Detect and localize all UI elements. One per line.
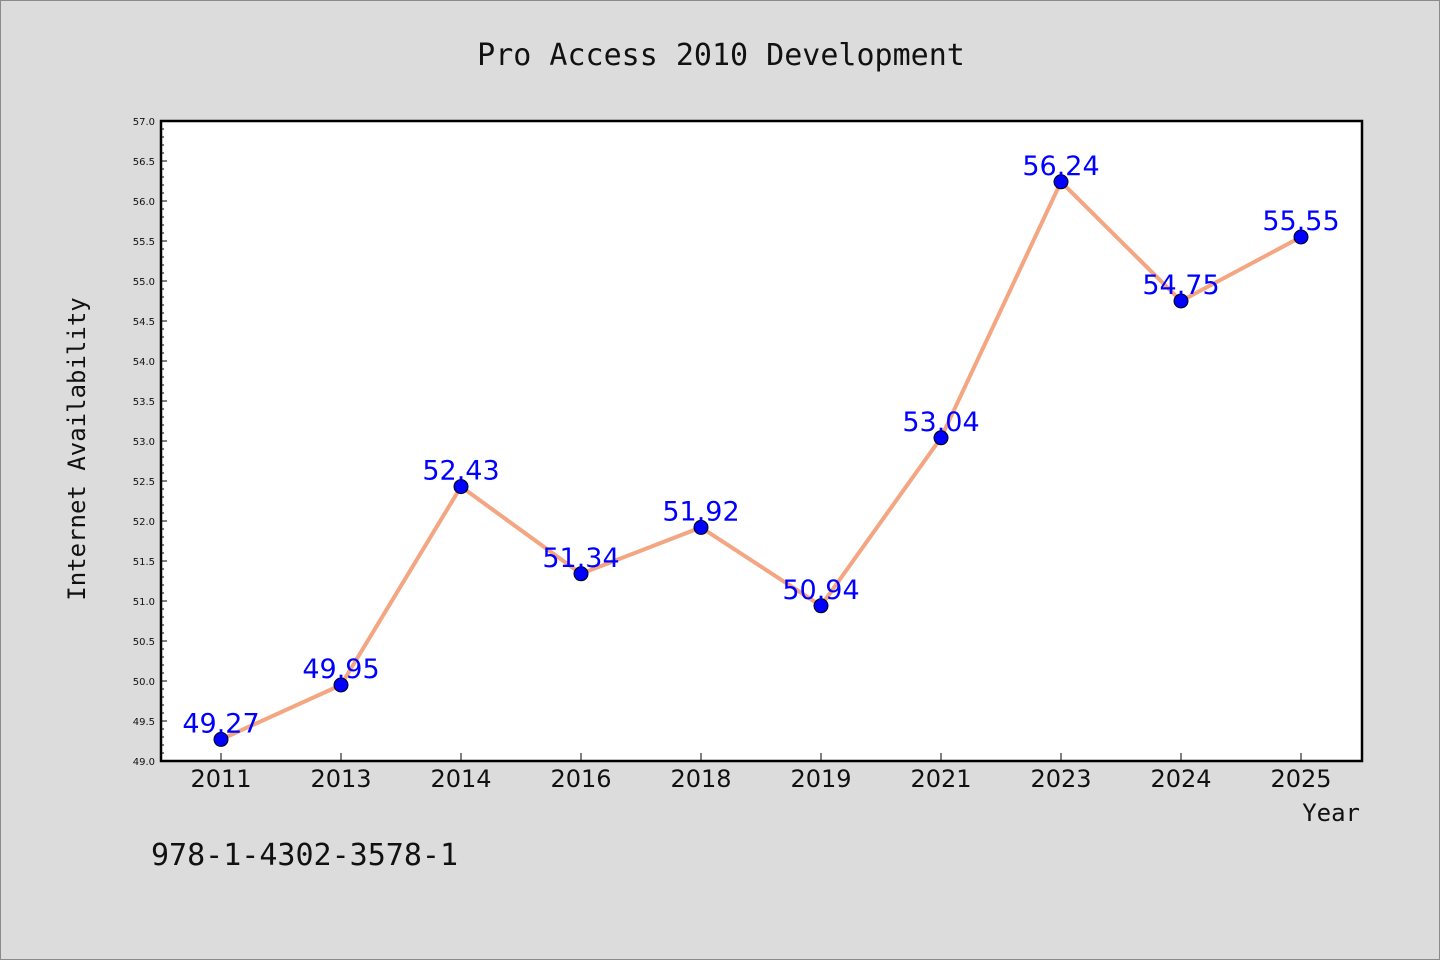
x-axis-label: Year bbox=[1302, 799, 1360, 827]
data-label: 49.27 bbox=[182, 708, 259, 739]
data-point bbox=[453, 479, 469, 495]
y-tick-label: 55.0 bbox=[133, 277, 155, 288]
x-tick-label: 2018 bbox=[670, 765, 731, 793]
y-tick-label: 57.0 bbox=[133, 117, 155, 128]
x-tick-label: 2013 bbox=[310, 765, 371, 793]
y-tick-label: 50.5 bbox=[133, 637, 155, 648]
x-tick-label: 2016 bbox=[550, 765, 611, 793]
data-point bbox=[693, 519, 709, 535]
y-tick-label: 51.5 bbox=[133, 557, 155, 568]
series-line bbox=[220, 179, 1302, 742]
y-tick-label: 49.5 bbox=[133, 717, 155, 728]
y-tick-label: 51.0 bbox=[133, 597, 155, 608]
x-tick-label: 2021 bbox=[910, 765, 971, 793]
y-tick-label: 54.0 bbox=[133, 357, 155, 368]
y-tick-label: 55.5 bbox=[133, 237, 155, 248]
data-label: 55.55 bbox=[1262, 206, 1339, 237]
data-label: 51.34 bbox=[542, 543, 619, 574]
y-tick-label: 50.0 bbox=[133, 677, 155, 688]
data-label: 53.04 bbox=[902, 407, 979, 438]
data-point bbox=[1173, 293, 1189, 309]
y-tick-label: 52.0 bbox=[133, 517, 155, 528]
data-label: 52.43 bbox=[422, 456, 499, 487]
y-axis: 49.0 49.5 50.0 50.5 51.0 51.5 52.0 52.5 53.0 53.5… bbox=[133, 117, 167, 768]
y-tick-label: 54.5 bbox=[133, 317, 155, 328]
isbn-note: 978-1-4302-3578-1 bbox=[151, 838, 458, 873]
data-point bbox=[1293, 229, 1309, 245]
x-axis: 2011 2013 2014 2016 2018 2019 2021 2023 2024 2025 bbox=[190, 753, 1332, 793]
x-tick-label: 2019 bbox=[790, 765, 851, 793]
chart-title: Pro Access 2010 Development bbox=[477, 38, 965, 73]
data-label: 54.75 bbox=[1142, 270, 1219, 301]
data-point bbox=[1053, 174, 1069, 190]
x-tick-label: 2025 bbox=[1270, 765, 1331, 793]
x-tick-label: 2023 bbox=[1030, 765, 1091, 793]
data-label: 49.95 bbox=[302, 654, 379, 685]
data-label: 51.92 bbox=[662, 496, 739, 527]
data-point bbox=[333, 677, 349, 693]
x-tick-label: 2024 bbox=[1150, 765, 1211, 793]
data-point bbox=[813, 598, 829, 614]
y-tick-label: 49.0 bbox=[133, 757, 155, 768]
y-tick-label: 53.0 bbox=[133, 437, 155, 448]
y-tick-label: 56.0 bbox=[133, 197, 155, 208]
y-tick-label: 53.5 bbox=[133, 397, 155, 408]
data-label: 56.24 bbox=[1022, 151, 1099, 182]
data-point bbox=[933, 430, 949, 446]
x-tick-label: 2014 bbox=[430, 765, 491, 793]
y-tick-label: 52.5 bbox=[133, 477, 155, 488]
data-point bbox=[213, 731, 229, 747]
y-tick-label: 56.5 bbox=[133, 157, 155, 168]
data-label: 50.94 bbox=[782, 575, 859, 606]
data-point bbox=[573, 566, 589, 582]
x-tick-label: 2011 bbox=[190, 765, 251, 793]
series-layer: 49.27 49.95 52.43 51.34 51.92 50.94 53.04 56.24… bbox=[182, 151, 1340, 747]
y-axis-label: Internet Availability bbox=[63, 297, 91, 600]
